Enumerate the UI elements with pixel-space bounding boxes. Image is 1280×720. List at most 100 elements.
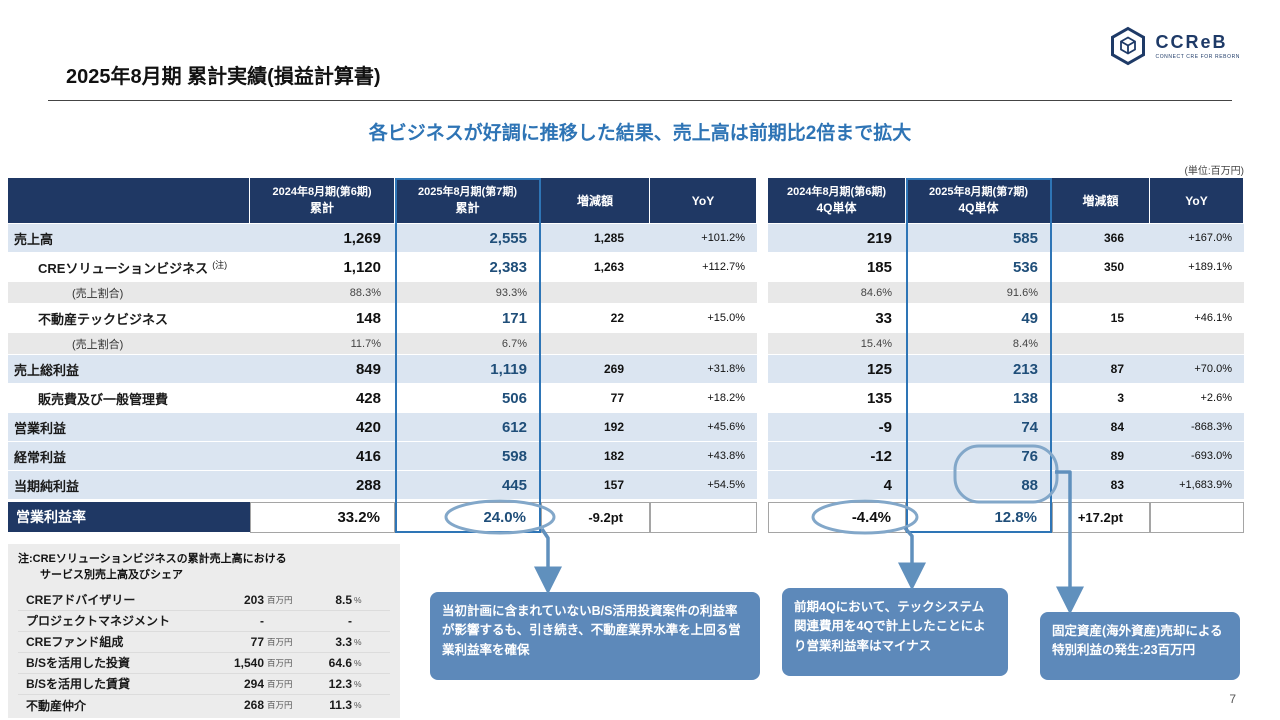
cell-q-cur: 88 (906, 471, 1052, 500)
cell-q-cur: 585 (906, 224, 1052, 253)
cell-cum-diff: 182 (541, 442, 650, 471)
table-row-sales-ratio: (売上割合) 88.3% 93.3% 84.6% 91.6% (8, 282, 1244, 304)
cell-cum-yoy: +45.6% (650, 413, 757, 442)
cell-q-cur: 8.4% (906, 333, 1052, 355)
cell-q-prev: -4.4% (768, 502, 906, 533)
cell-q-yoy: +167.0% (1150, 224, 1244, 253)
service-unit: 百万円 (267, 657, 293, 668)
table-row-sales-ratio: (売上割合) 11.7% 6.7% 15.4% 8.4% (8, 333, 1244, 355)
row-label: 売上総利益 (8, 355, 250, 384)
header-cum-prev: 2024年8月期(第6期) 累計 (250, 178, 395, 224)
brand-tagline: CONNECT CRE FOR REBORN (1155, 54, 1240, 60)
note-title-line1: 注:CREソリューションビジネスの累計売上高における (18, 553, 287, 565)
header-period: 2024年8月期(第6期) (786, 185, 887, 198)
header-subperiod: 累計 (455, 200, 480, 215)
cell-q-cur: 49 (906, 304, 1052, 333)
column-gap (757, 471, 768, 500)
header-period: 2025年8月期(第7期) (928, 185, 1029, 198)
arrow-to-callout-1 (534, 528, 562, 595)
column-gap (757, 502, 768, 533)
cell-q-diff: 366 (1052, 224, 1150, 253)
service-row: B/Sを活用した投資 1,540 百万円 64.6 % (18, 653, 390, 674)
callout-text: 当初計画に含まれていないB/S活用投資案件の利益率が影響するも、引き続き、不動産… (442, 604, 741, 657)
table-header-row: 2024年8月期(第6期) 累計 2025年8月期(第7期) 累計 増減額 YoY … (8, 178, 1244, 224)
service-pct: % (354, 678, 362, 689)
cell-cum-yoy (650, 282, 757, 304)
column-gap (757, 224, 768, 253)
cell-cum-diff: 269 (541, 355, 650, 384)
cell-q-cur: 74 (906, 413, 1052, 442)
table-row-ordinary-profit: 経常利益 416 598 182 +43.8% -12 76 89 -693.0… (8, 442, 1244, 471)
cell-q-diff: +17.2pt (1052, 502, 1150, 533)
service-unit: 百万円 (267, 636, 293, 647)
service-share: 64.6 (328, 655, 352, 670)
row-label: 不動産テックビジネス (8, 304, 250, 333)
cell-cum-diff (541, 282, 650, 304)
table-row-operating-margin: 営業利益率 33.2% 24.0% -9.2pt -4.4% 12.8% +17… (8, 502, 1244, 533)
cell-cum-diff: -9.2pt (541, 502, 650, 533)
header-yoy-label: YoY (691, 193, 715, 208)
cell-cum-cur: 612 (395, 413, 541, 442)
service-share: 11.3 (329, 698, 352, 713)
cell-cum-cur: 1,119 (395, 355, 541, 384)
cell-q-yoy: -868.3% (1150, 413, 1244, 442)
cell-q-yoy: +1,683.9% (1150, 471, 1244, 500)
service-label: プロジェクトマネジメント (26, 614, 171, 629)
cell-q-yoy (1150, 333, 1244, 355)
header-cum-diff: 増減額 (541, 178, 650, 224)
note-title-line2: サービス別売上高及びシェア (40, 568, 183, 581)
cell-q-diff (1052, 333, 1150, 355)
service-row: CREファンド組成 77 百万円 3.3 % (18, 632, 390, 653)
note-marker: (注) (212, 259, 228, 270)
column-gap (757, 178, 768, 224)
service-value: 268 (243, 698, 264, 713)
table-row-sales: 売上高 1,269 2,555 1,285 +101.2% 219 585 36… (8, 224, 1244, 253)
header-yoy-label: YoY (1185, 193, 1208, 208)
cell-cum-yoy: +43.8% (650, 442, 757, 471)
service-pct: % (354, 657, 362, 668)
service-share: 12.3 (328, 676, 352, 691)
header-subperiod: 累計 (309, 200, 334, 215)
cell-q-diff (1052, 282, 1150, 304)
cell-q-prev: 219 (768, 224, 906, 253)
column-gap (757, 413, 768, 442)
cell-cum-yoy: +54.5% (650, 471, 757, 500)
service-unit: 百万円 (267, 678, 293, 689)
row-label: (売上割合) (8, 333, 250, 355)
cell-q-diff: 89 (1052, 442, 1150, 471)
service-share: 3.3 (335, 634, 352, 649)
header-period: 2024年8月期(第6期) (272, 185, 372, 198)
cell-q-cur: 536 (906, 253, 1052, 282)
cell-q-cur: 12.8% (906, 502, 1052, 533)
cell-cum-cur: 171 (395, 304, 541, 333)
cell-q-cur: 76 (906, 442, 1052, 471)
cell-cum-yoy: +112.7% (650, 253, 757, 282)
header-subperiod: 4Q単体 (958, 200, 999, 215)
cell-q-prev: 4 (768, 471, 906, 500)
cell-q-diff: 3 (1052, 384, 1150, 413)
service-value: - (260, 613, 264, 628)
cell-q-cur: 91.6% (906, 282, 1052, 304)
row-label: 経常利益 (8, 442, 250, 471)
service-value: 203 (243, 592, 264, 607)
header-cum-yoy: YoY (650, 178, 757, 224)
cell-cum-diff: 157 (541, 471, 650, 500)
cell-cum-prev: 33.2% (250, 502, 395, 533)
callout-4q-margin: 前期4Qにおいて、テックシステム関連費用を4Qで計上したことにより営業利益率はマ… (782, 588, 1008, 676)
brand-name: CCReB (1155, 32, 1228, 52)
cell-cum-prev: 1,120 (250, 253, 395, 282)
callout-text: 固定資産(海外資産)売却による特別利益の発生:23百万円 (1052, 624, 1223, 658)
cell-cum-prev: 148 (250, 304, 395, 333)
service-pct: % (354, 636, 362, 647)
header-period: 2025年8月期(第7期) (417, 185, 518, 198)
cell-cum-yoy (650, 502, 757, 533)
column-gap (757, 384, 768, 413)
page-number: 7 (1229, 692, 1236, 706)
service-pct: % (354, 594, 362, 605)
title-underline (48, 100, 1232, 101)
slide-key-message: 各ビジネスが好調に推移した結果、売上高は前期比2倍まで拡大 (368, 123, 912, 144)
cell-cum-cur: 445 (395, 471, 541, 500)
unit-note: (単位:百万円) (1184, 166, 1244, 177)
callout-extraordinary-gain: 固定資産(海外資産)売却による特別利益の発生:23百万円 (1040, 612, 1240, 680)
pl-table: 2024年8月期(第6期) 累計 2025年8月期(第7期) 累計 増減額 YoY … (8, 178, 1244, 533)
